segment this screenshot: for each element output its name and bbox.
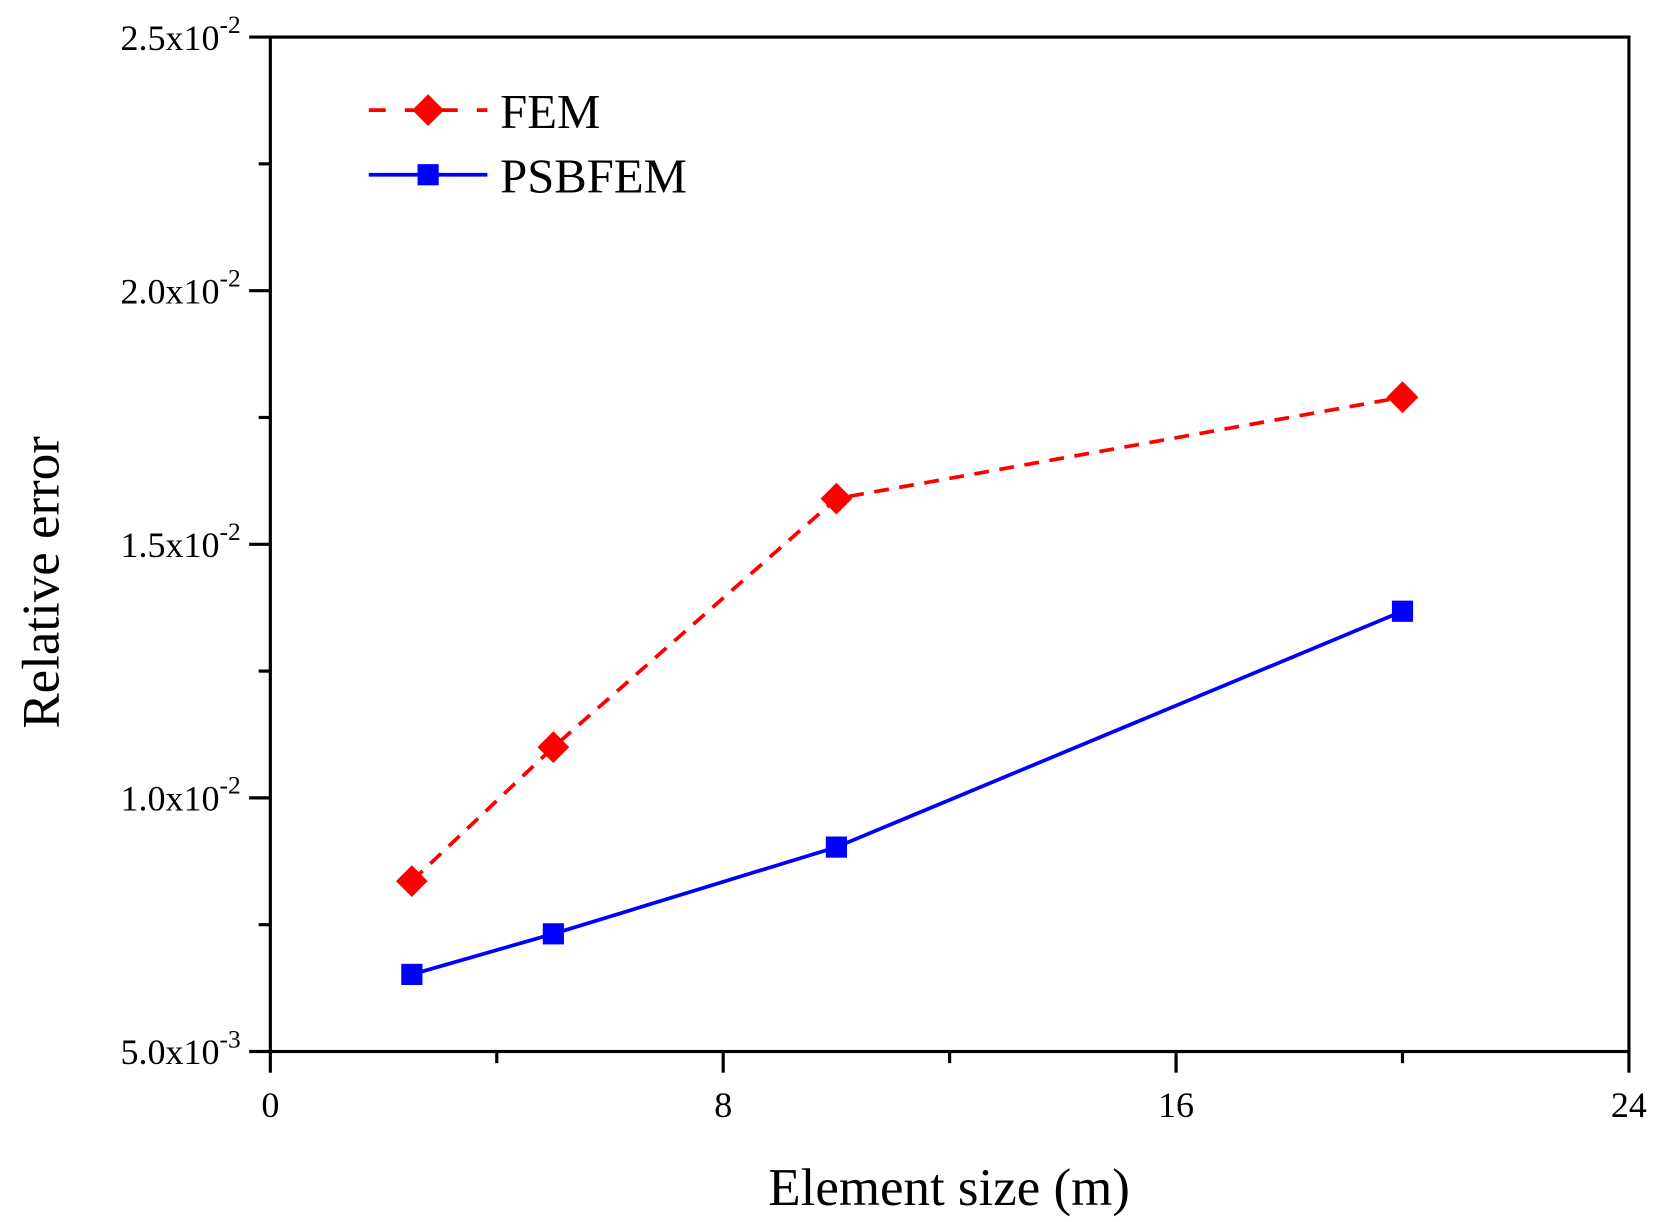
legend-label: FEM <box>500 85 600 139</box>
y-tick-label: 2.0x10-2 <box>121 264 241 311</box>
y-tick-label: 1.5x10-2 <box>121 518 241 565</box>
fem-point <box>395 865 428 897</box>
plot-frame <box>268 35 1631 1054</box>
y-axis-label: Relative error <box>13 436 71 729</box>
psbfem-point <box>1391 600 1414 622</box>
fem-point <box>537 731 570 764</box>
fem-point <box>820 482 853 515</box>
fem-point <box>1386 381 1419 414</box>
x-tick-label: 24 <box>1611 1085 1647 1125</box>
y-tick-label: 1.0x10-2 <box>121 772 241 819</box>
psbfem-line <box>411 609 1404 977</box>
legend-marker <box>417 164 439 186</box>
y-tick-label: 5.0x10-3 <box>121 1025 241 1072</box>
legend: FEM PSBFEM <box>368 85 687 204</box>
x-axis-label: Element size (m) <box>768 1159 1130 1217</box>
psbfem-point <box>401 963 423 986</box>
psbfem-point <box>542 923 564 945</box>
psbfem-point <box>825 836 848 858</box>
y-tick-label: 2.5x10-2 <box>121 11 241 58</box>
fem-line <box>410 395 1403 883</box>
x-tick-label: 0 <box>261 1085 279 1125</box>
legend-marker <box>412 94 444 127</box>
legend-label: PSBFEM <box>500 150 687 204</box>
x-tick-label: 16 <box>1158 1085 1194 1125</box>
x-tick-label: 8 <box>714 1085 732 1125</box>
